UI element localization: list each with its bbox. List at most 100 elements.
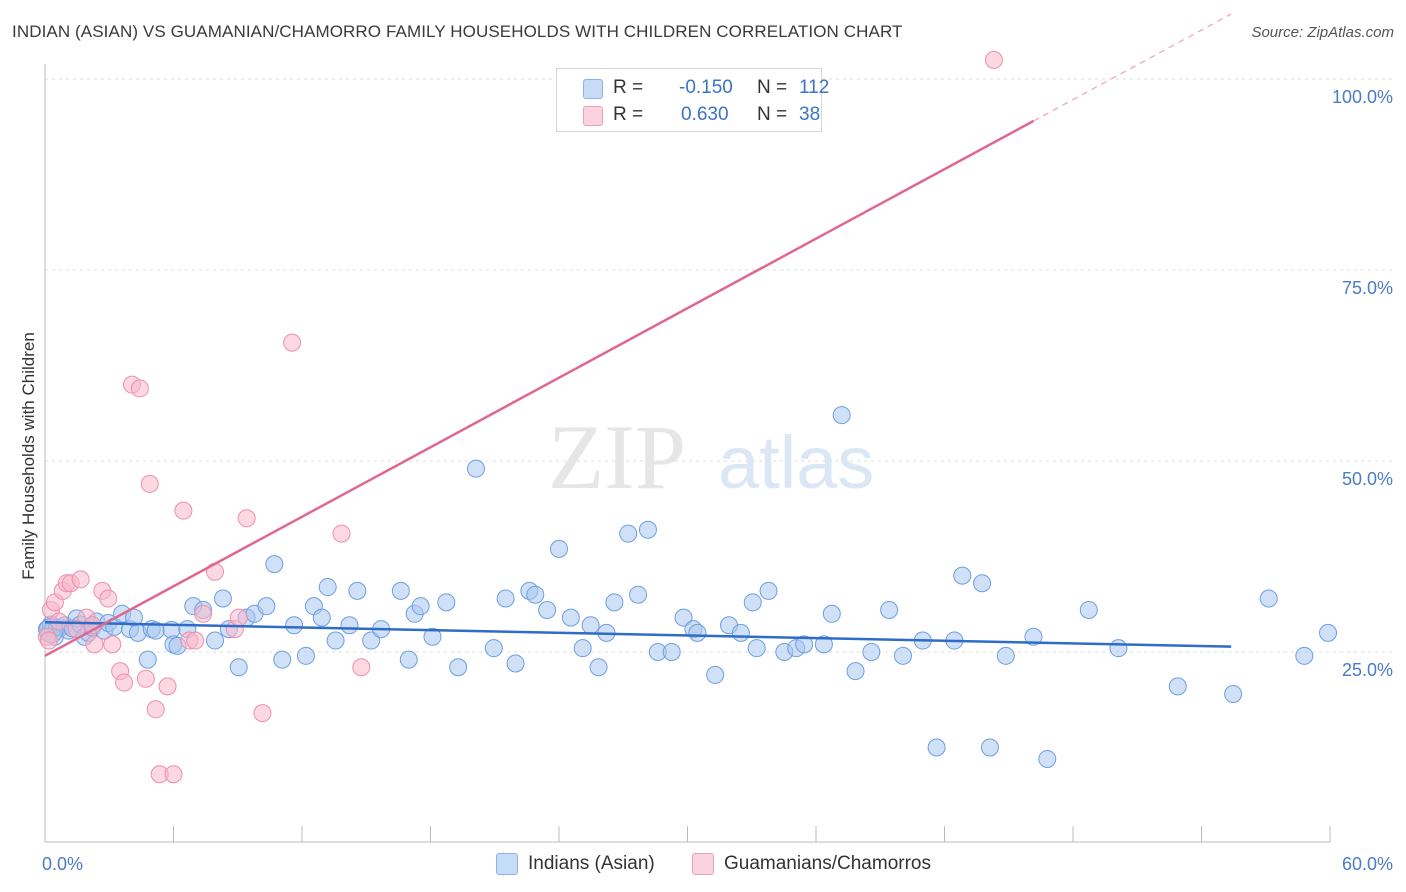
point-indians [795,635,814,654]
point-indians [688,623,707,642]
point-indians [318,578,337,597]
point-indians [257,597,276,616]
point-indians [674,608,693,627]
point-indians [526,585,545,604]
point-guamanians [136,669,155,688]
legend-n-value: 38 [799,104,821,125]
point-guamanians [71,570,90,589]
point-indians [573,639,592,658]
point-indians [213,589,232,608]
point-indians [437,593,456,612]
point-guamanians [164,765,183,784]
point-indians [538,600,557,619]
correlation-legend: R = -0.150 N = 112 R = 0.630 N = 38 [556,68,829,132]
point-indians [1079,600,1098,619]
point-indians [581,616,600,635]
point-guamanians [332,524,351,543]
grid-lines [45,78,1395,653]
bottom-legend-label: Indians (Asian) [528,853,655,874]
point-indians [619,524,638,543]
point-indians [466,459,485,478]
point-indians [893,646,912,665]
legend-r-value: -0.150 [679,77,733,98]
point-indians [285,616,304,635]
point-indians [1109,639,1128,658]
point-indians [229,658,248,677]
y-axis-label: Family Households with Children [19,332,38,580]
point-indians [629,585,648,604]
series-indians-asian [37,406,1338,768]
point-indians [362,631,381,650]
trend-line-guamanians-extension [1033,13,1232,122]
point-indians [423,627,442,646]
x-tick-label-min: 0.0% [42,854,83,874]
legend-r-value: 0.630 [681,104,729,125]
point-indians [340,616,359,635]
point-indians [980,738,999,757]
y-tick-label: 100.0% [1332,87,1393,107]
tick-labels: 25.0% 50.0% 75.0% 100.0% 0.0% 60.0% [42,87,1393,874]
point-indians [296,646,315,665]
trend-lines [44,13,1232,657]
point-indians [743,593,762,612]
point-indians [273,650,292,669]
point-guamanians [146,700,165,719]
watermark-zip: ZIP [548,406,686,508]
legend-n-label: N = [757,104,788,125]
point-indians [399,650,418,669]
y-tick-label: 25.0% [1342,660,1393,680]
point-indians [506,654,525,673]
trend-line-guamanians [44,119,1035,657]
point-indians [449,658,468,677]
point-guamanians [115,673,134,692]
point-guamanians [352,658,371,677]
point-guamanians [237,509,256,528]
point-indians [605,593,624,612]
point-indians [814,635,833,654]
point-indians [411,597,430,616]
point-indians [973,574,992,593]
legend-r-label: R = [613,104,644,125]
point-guamanians [174,501,193,520]
point-indians [880,600,899,619]
point-guamanians [158,677,177,696]
point-indians [662,643,681,661]
point-guamanians [103,635,122,654]
point-indians [832,406,851,425]
legend-n-value: 112 [799,77,830,98]
point-guamanians [130,379,149,398]
point-guamanians [194,604,213,623]
point-indians [927,738,946,757]
point-indians [862,643,881,661]
y-tick-label: 50.0% [1342,469,1393,489]
point-guamanians [99,589,118,608]
point-guamanians [140,474,159,493]
bottom-legend-swatch-blue [496,853,518,875]
point-guamanians [283,333,302,352]
legend-swatch-pink [583,106,603,126]
watermark: ZIP atlas [548,406,874,508]
point-indians [638,520,657,539]
point-indians [1168,677,1187,696]
point-indians [759,581,778,600]
point-guamanians [229,608,248,627]
point-indians [1038,749,1057,768]
point-indians [846,662,865,681]
legend-n-label: N = [757,77,788,98]
point-indians [1224,685,1243,704]
point-indians [326,631,345,650]
point-indians [561,608,580,627]
point-indians [496,589,515,608]
point-guamanians [253,704,272,723]
watermark-atlas: atlas [718,421,874,504]
point-indians [391,581,410,600]
point-indians [484,639,503,658]
point-indians [1259,589,1278,608]
legend-r-label: R = [613,77,644,98]
bottom-legend-label: Guamanians/Chamorros [724,853,931,874]
point-indians [550,539,568,558]
bottom-legend-swatch-pink [692,853,714,875]
point-guamanians [984,50,1003,69]
chart-title: INDIAN (ASIAN) VS GUAMANIAN/CHAMORRO FAM… [12,22,903,41]
